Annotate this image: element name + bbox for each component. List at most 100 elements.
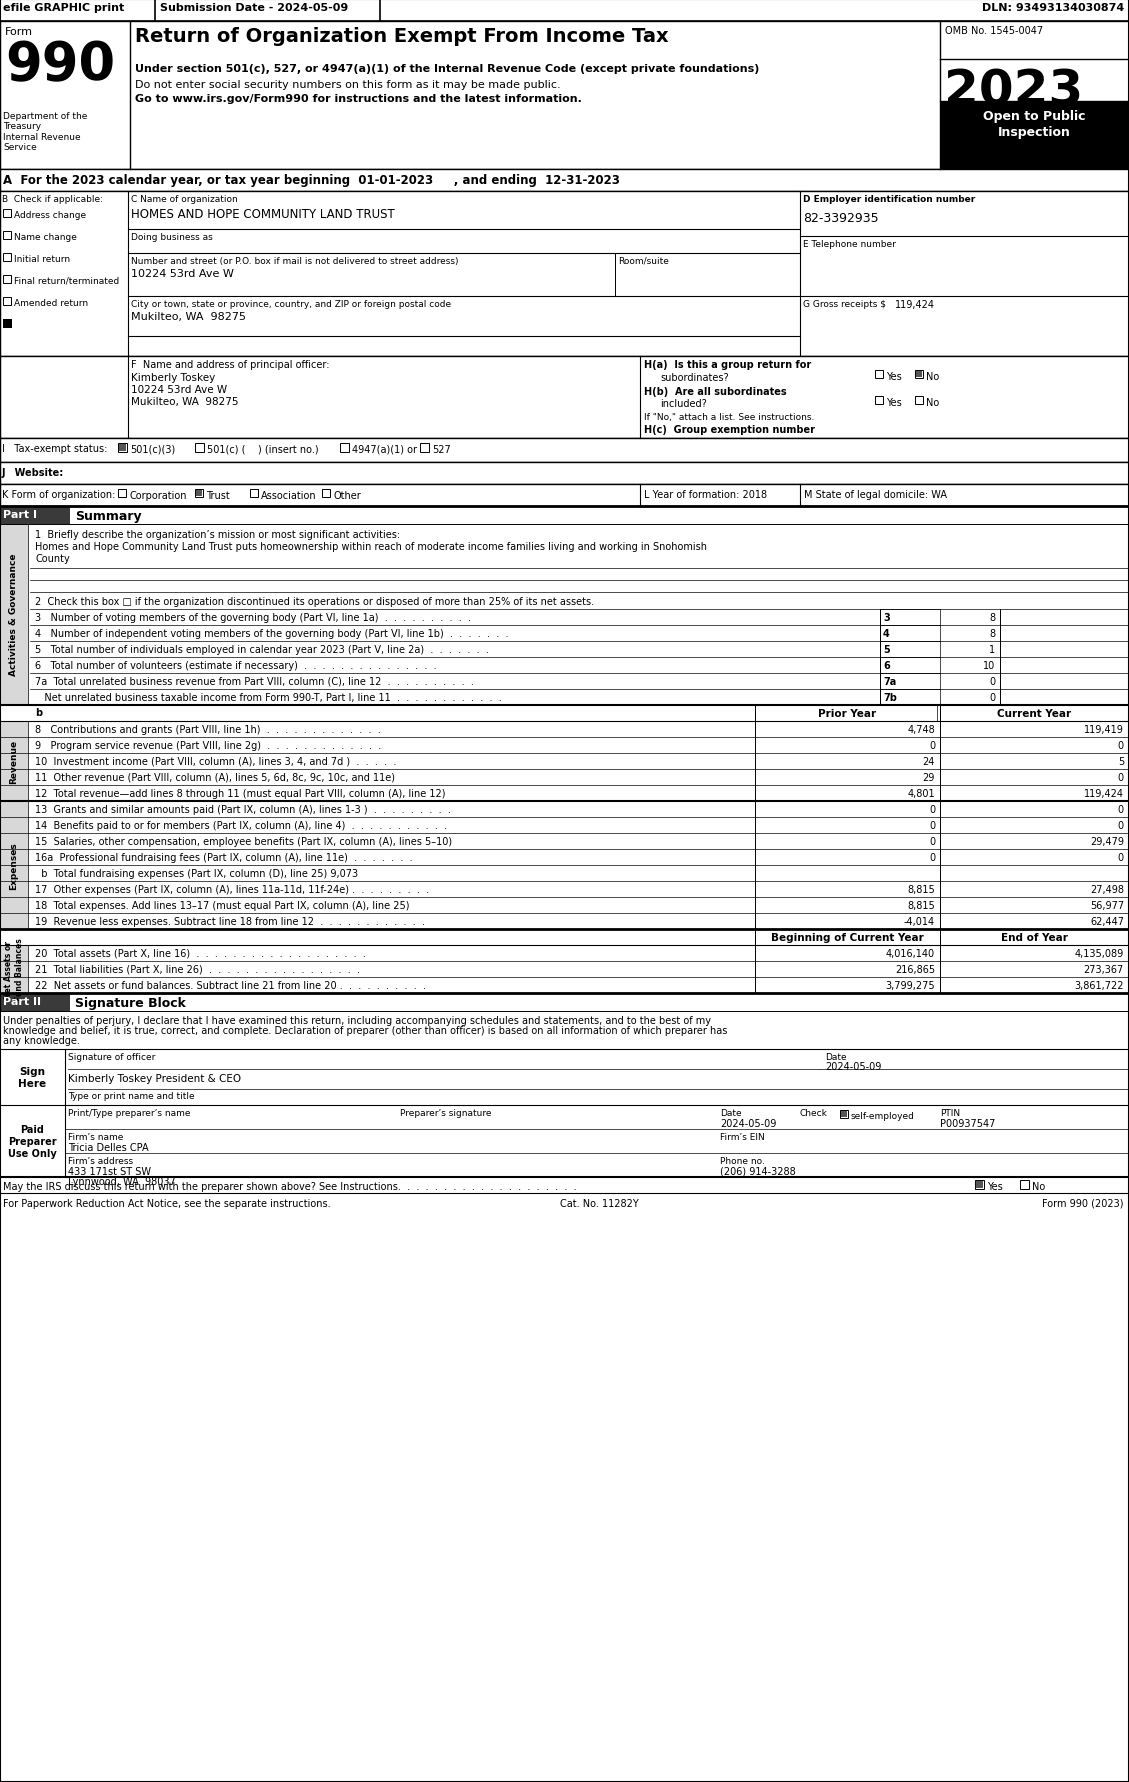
Bar <box>0 21 1129 169</box>
Text: Amended return: Amended return <box>14 299 88 308</box>
Text: End of Year: End of Year <box>1000 932 1067 943</box>
Text: 2023: 2023 <box>944 68 1083 114</box>
Bar <box>0 506 70 524</box>
Bar <box>119 444 126 453</box>
Bar <box>119 490 126 497</box>
Bar <box>0 524 28 706</box>
Text: C Name of organization: C Name of organization <box>131 194 238 203</box>
Text: F  Name and address of principal officer:: F Name and address of principal officer: <box>131 360 330 371</box>
Text: Firm’s name: Firm’s name <box>68 1132 123 1140</box>
Text: Type or print name and title: Type or print name and title <box>68 1091 194 1099</box>
Bar <box>879 674 940 690</box>
Text: Name change: Name change <box>14 233 77 242</box>
Text: 0: 0 <box>989 693 995 702</box>
Text: 6: 6 <box>883 661 890 670</box>
Bar <box>322 490 330 497</box>
Text: 0: 0 <box>1118 741 1124 750</box>
Text: Firm’s address: Firm’s address <box>68 1157 133 1165</box>
Text: P00937547: P00937547 <box>940 1119 996 1128</box>
Text: 82-3392935: 82-3392935 <box>803 212 878 225</box>
Text: Cat. No. 11282Y: Cat. No. 11282Y <box>560 1198 639 1208</box>
Text: knowledge and belief, it is true, correct, and complete. Declaration of preparer: knowledge and belief, it is true, correc… <box>3 1025 727 1035</box>
Text: 29,479: 29,479 <box>1089 836 1124 846</box>
Text: 1: 1 <box>989 645 995 654</box>
Bar <box>3 298 11 307</box>
Text: 119,419: 119,419 <box>1084 725 1124 734</box>
Text: 0: 0 <box>989 677 995 686</box>
Text: 10224 53rd Ave W: 10224 53rd Ave W <box>131 385 227 396</box>
Text: (206) 914-3288: (206) 914-3288 <box>720 1167 796 1176</box>
Text: 8,815: 8,815 <box>908 884 935 895</box>
Text: 4   Number of independent voting members of the governing body (Part VI, line 1b: 4 Number of independent voting members o… <box>35 629 508 638</box>
Text: Kimberly Toskey President & CEO: Kimberly Toskey President & CEO <box>68 1073 242 1083</box>
Text: 990: 990 <box>5 39 115 91</box>
Text: Sign
Here: Sign Here <box>18 1067 46 1089</box>
Bar <box>916 372 922 378</box>
Bar <box>3 232 11 241</box>
Text: Signature of officer: Signature of officer <box>68 1053 156 1062</box>
Text: 27,498: 27,498 <box>1089 884 1124 895</box>
Text: 5: 5 <box>1118 757 1124 766</box>
Bar <box>975 1180 984 1189</box>
Text: No: No <box>1032 1181 1045 1192</box>
Text: OMB No. 1545-0047: OMB No. 1545-0047 <box>945 27 1043 36</box>
Text: M State of legal domicile: WA: M State of legal domicile: WA <box>804 490 947 499</box>
Bar <box>0 802 28 930</box>
Text: 20  Total assets (Part X, line 16)  .  .  .  .  .  .  .  .  .  .  .  .  .  .  . : 20 Total assets (Part X, line 16) . . . … <box>35 948 366 959</box>
Text: 24: 24 <box>922 757 935 766</box>
Text: A  For the 2023 calendar year, or tax year beginning  01-01-2023     , and endin: A For the 2023 calendar year, or tax yea… <box>3 175 620 187</box>
Text: Yes: Yes <box>886 372 902 381</box>
Bar <box>0 0 1129 21</box>
Text: 16a  Professional fundraising fees (Part IX, column (A), line 11e)  .  .  .  .  : 16a Professional fundraising fees (Part … <box>35 852 412 862</box>
Text: 12  Total revenue—add lines 8 through 11 (must equal Part VIII, column (A), line: 12 Total revenue—add lines 8 through 11 … <box>35 789 446 798</box>
Text: 2  Check this box □ if the organization discontinued its operations or disposed : 2 Check this box □ if the organization d… <box>35 597 594 606</box>
Text: H(c)  Group exemption number: H(c) Group exemption number <box>644 424 815 435</box>
Bar <box>0 946 28 993</box>
Text: Preparer’s signature: Preparer’s signature <box>400 1108 491 1117</box>
Bar <box>879 642 940 658</box>
Text: Other: Other <box>333 490 361 501</box>
Text: For Paperwork Reduction Act Notice, see the separate instructions.: For Paperwork Reduction Act Notice, see … <box>3 1198 331 1208</box>
Text: 4,135,089: 4,135,089 <box>1075 948 1124 959</box>
Text: 216,865: 216,865 <box>895 964 935 975</box>
Bar <box>0 993 70 1012</box>
Text: 8: 8 <box>989 629 995 638</box>
Text: 3   Number of voting members of the governing body (Part VI, line 1a)  .  .  .  : 3 Number of voting members of the govern… <box>35 613 471 622</box>
Text: Do not enter social security numbers on this form as it may be made public.: Do not enter social security numbers on … <box>135 80 561 89</box>
Text: Go to www.irs.gov/Form990 for instructions and the latest information.: Go to www.irs.gov/Form990 for instructio… <box>135 94 581 103</box>
Bar <box>975 1181 983 1189</box>
Bar <box>340 444 349 453</box>
Text: 10224 53rd Ave W: 10224 53rd Ave W <box>131 269 234 278</box>
Text: Prior Year: Prior Year <box>817 709 876 718</box>
Text: 0: 0 <box>929 804 935 814</box>
Bar <box>3 276 11 283</box>
Text: Print/Type preparer’s name: Print/Type preparer’s name <box>68 1108 191 1117</box>
Text: Initial return: Initial return <box>14 255 70 264</box>
Text: Revenue: Revenue <box>9 740 18 784</box>
Text: Address change: Address change <box>14 210 86 219</box>
Text: County: County <box>35 554 70 563</box>
Text: 4: 4 <box>883 629 890 638</box>
Text: Yes: Yes <box>886 397 902 408</box>
Text: Final return/terminated: Final return/terminated <box>14 276 120 285</box>
Text: Summary: Summary <box>75 510 141 522</box>
Bar <box>0 169 1129 192</box>
Bar <box>755 930 940 946</box>
Text: B  Check if applicable:: B Check if applicable: <box>2 194 103 203</box>
Text: Mukilteo, WA  98275: Mukilteo, WA 98275 <box>131 312 246 323</box>
Text: 0: 0 <box>929 852 935 862</box>
Text: Date: Date <box>825 1053 847 1062</box>
Text: self-employed: self-employed <box>851 1112 914 1121</box>
Bar <box>875 397 883 405</box>
Text: 0: 0 <box>929 820 935 830</box>
Bar <box>879 690 940 706</box>
Text: 0: 0 <box>929 836 935 846</box>
Text: Current Year: Current Year <box>997 709 1071 718</box>
Text: 13  Grants and similar amounts paid (Part IX, column (A), lines 1-3 )  .  .  .  : 13 Grants and similar amounts paid (Part… <box>35 804 450 814</box>
Text: Tricia Delles CPA: Tricia Delles CPA <box>68 1142 149 1153</box>
Text: Net unrelated business taxable income from Form 990-T, Part I, line 11  .  .  . : Net unrelated business taxable income fr… <box>35 693 501 702</box>
Bar <box>0 356 1129 438</box>
Text: If "No," attach a list. See instructions.: If "No," attach a list. See instructions… <box>644 413 814 422</box>
Text: 119,424: 119,424 <box>895 299 935 310</box>
Text: -4,014: -4,014 <box>904 916 935 927</box>
